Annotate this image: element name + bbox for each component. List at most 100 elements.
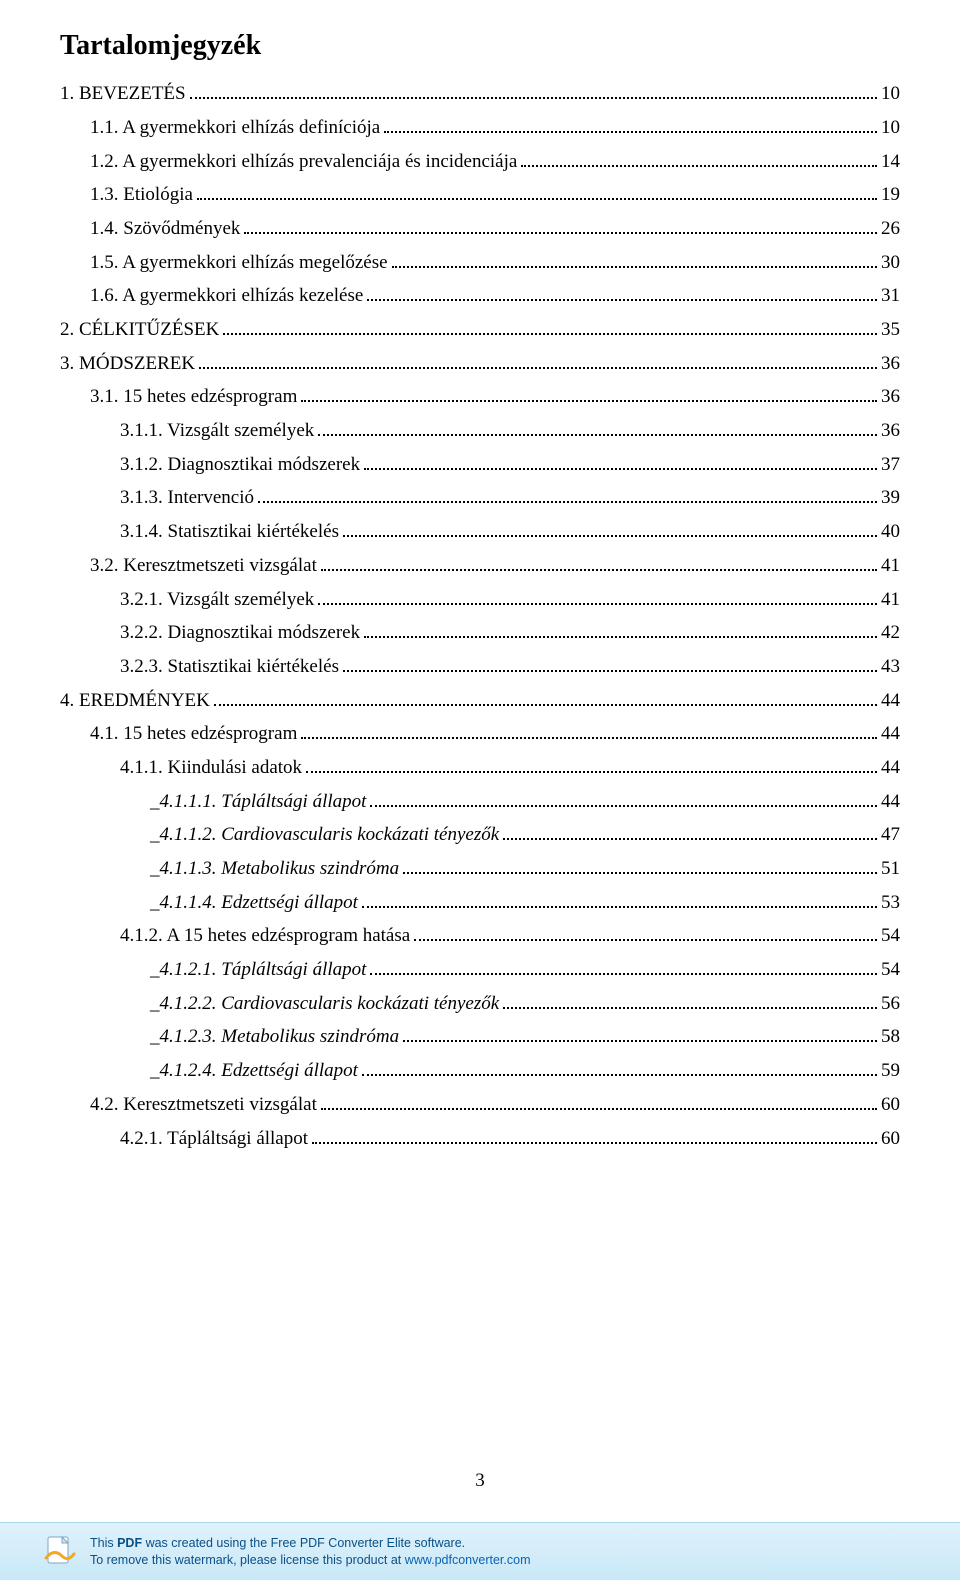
toc-entry: 3.2.1. Vizsgált személyek 41 [60, 589, 900, 608]
toc-entry-label[interactable]: _4.1.1.2. Cardiovascularis kockázati tén… [150, 825, 499, 844]
toc-entry-label[interactable]: _4.1.1.4. Edzettségi állapot [150, 893, 358, 912]
toc-entry-label[interactable]: 1.3. Etiológia [90, 185, 193, 204]
toc-entry: 1.2. A gyermekkori elhízás prevalenciája… [60, 151, 900, 170]
toc-entry-label[interactable]: 1.6. A gyermekkori elhízás kezelése [90, 286, 363, 305]
toc-entry-label[interactable]: 3.2.2. Diagnosztikai módszerek [120, 623, 360, 642]
toc-entry-page[interactable]: 44 [881, 724, 900, 743]
toc-entry-page[interactable]: 56 [881, 994, 900, 1013]
toc-entry-page[interactable]: 44 [881, 792, 900, 811]
toc-entry-label[interactable]: 3. MÓDSZEREK [60, 354, 195, 373]
toc-entry-label[interactable]: 4. EREDMÉNYEK [60, 691, 210, 710]
toc-entry: 3.2. Keresztmetszeti vizsgálat 41 [60, 556, 900, 575]
toc-entry-label[interactable]: 3.1. 15 hetes edzésprogram [90, 387, 297, 406]
toc-entry-page[interactable]: 10 [881, 118, 900, 137]
toc-entry-page[interactable]: 35 [881, 320, 900, 339]
toc-entry-text: 3.2.2. Diagnosztikai módszerek [120, 622, 360, 643]
toc-entry-label[interactable]: 1.5. A gyermekkori elhízás megelőzése [90, 253, 388, 272]
toc-entry-text: 4.1.1.1. Tápláltsági állapot [160, 791, 367, 812]
toc-entry-text: 3.2. Keresztmetszeti vizsgálat [90, 555, 317, 576]
wm-line1-c: was created using the Free PDF Converter… [142, 1536, 465, 1550]
toc-entry: 4.1.2. A 15 hetes edzésprogram hatása 54 [60, 926, 900, 945]
toc-leader-dots [321, 1095, 877, 1110]
toc-entry-page[interactable]: 30 [881, 253, 900, 272]
toc-entry-label[interactable]: 3.1.2. Diagnosztikai módszerek [120, 455, 360, 474]
toc-entry: 2. CÉLKITŰZÉSEK 35 [60, 320, 900, 339]
toc-entry-label[interactable]: 3.1.1. Vizsgált személyek [120, 421, 314, 440]
toc-entry-page[interactable]: 59 [881, 1061, 900, 1080]
toc-entry-page[interactable]: 36 [881, 354, 900, 373]
toc-entry-page[interactable]: 26 [881, 219, 900, 238]
toc-leader-dots [306, 758, 877, 773]
toc-entry-label[interactable]: _4.1.2.4. Edzettségi állapot [150, 1061, 358, 1080]
toc-entry-text: 4. EREDMÉNYEK [60, 690, 210, 711]
toc-entry-page[interactable]: 44 [881, 758, 900, 777]
toc-entry-page[interactable]: 53 [881, 893, 900, 912]
toc-entry-label[interactable]: 3.2. Keresztmetszeti vizsgálat [90, 556, 317, 575]
toc-entry-page[interactable]: 41 [881, 556, 900, 575]
toc-entry-page[interactable]: 44 [881, 691, 900, 710]
toc-entry-page[interactable]: 60 [881, 1129, 900, 1148]
toc-entry-page[interactable]: 40 [881, 522, 900, 541]
toc-entry-label[interactable]: 3.2.3. Statisztikai kiértékelés [120, 657, 339, 676]
toc-entry-text: 3.1.1. Vizsgált személyek [120, 420, 314, 441]
toc-entry-label[interactable]: _4.1.2.1. Tápláltsági állapot [150, 960, 366, 979]
toc-entry-page[interactable]: 43 [881, 657, 900, 676]
toc-entry-label[interactable]: 2. CÉLKITŰZÉSEK [60, 320, 219, 339]
toc-entry-label[interactable]: 4.2. Keresztmetszeti vizsgálat [90, 1095, 317, 1114]
toc-entry-page[interactable]: 10 [881, 84, 900, 103]
toc-entry: 3.1.1. Vizsgált személyek 36 [60, 421, 900, 440]
toc-entry: 3.2.2. Diagnosztikai módszerek 42 [60, 623, 900, 642]
toc-entry-label[interactable]: 1. BEVEZETÉS [60, 84, 186, 103]
toc-entry-text: 4.2. Keresztmetszeti vizsgálat [90, 1094, 317, 1115]
toc-entry-page[interactable]: 58 [881, 1027, 900, 1046]
pdf-watermark-banner: This PDF was created using the Free PDF … [0, 1522, 960, 1580]
toc-entry-page[interactable]: 31 [881, 286, 900, 305]
toc-entry-text: 1.3. Etiológia [90, 184, 193, 205]
toc-entry-page[interactable]: 54 [881, 960, 900, 979]
wm-link[interactable]: www.pdfconverter.com [405, 1553, 531, 1567]
toc-entry-label[interactable]: 4.1.1. Kiindulási adatok [120, 758, 302, 777]
toc-entry-text: 3.1.3. Intervenció [120, 487, 254, 508]
toc-entry-label[interactable]: _4.1.2.3. Metabolikus szindróma [150, 1027, 399, 1046]
toc-entry-page[interactable]: 54 [881, 926, 900, 945]
toc-entry-text: 4.1.1. Kiindulási adatok [120, 757, 302, 778]
toc-entry-label[interactable]: 1.2. A gyermekkori elhízás prevalenciája… [90, 152, 517, 171]
toc-entry-label[interactable]: 3.2.1. Vizsgált személyek [120, 590, 314, 609]
toc-entry-page[interactable]: 60 [881, 1095, 900, 1114]
toc-entry-page[interactable]: 14 [881, 152, 900, 171]
toc-entry-page[interactable]: 39 [881, 488, 900, 507]
toc-entry-label[interactable]: 4.1. 15 hetes edzésprogram [90, 724, 297, 743]
toc-entry-label[interactable]: 4.2.1. Tápláltsági állapot [120, 1129, 308, 1148]
toc-leader-dots [367, 286, 877, 301]
toc-entry: _4.1.1.1. Tápláltsági állapot 44 [60, 791, 900, 810]
toc-entry-page[interactable]: 37 [881, 455, 900, 474]
toc-leader-dots [384, 118, 877, 133]
toc-entry-label[interactable]: _4.1.2.2. Cardiovascularis kockázati tén… [150, 994, 499, 1013]
toc-leader-dots [223, 320, 877, 335]
toc-leader-dots [370, 960, 877, 975]
toc-entry-label[interactable]: 3.1.3. Intervenció [120, 488, 254, 507]
toc-entry-page[interactable]: 42 [881, 623, 900, 642]
toc-entry-label[interactable]: _4.1.1.3. Metabolikus szindróma [150, 859, 399, 878]
toc-entry: 1.3. Etiológia 19 [60, 185, 900, 204]
toc-entry-prefix: _ [150, 1026, 160, 1047]
toc-entry-text: 1. BEVEZETÉS [60, 83, 186, 104]
toc-entry-text: 3. MÓDSZEREK [60, 353, 195, 374]
toc-entry-page[interactable]: 36 [881, 421, 900, 440]
toc-entry-label[interactable]: 4.1.2. A 15 hetes edzésprogram hatása [120, 926, 410, 945]
toc-entry-page[interactable]: 47 [881, 825, 900, 844]
toc-entry: _4.1.1.2. Cardiovascularis kockázati tén… [60, 825, 900, 844]
toc-leader-dots [190, 84, 877, 99]
toc-entry: _4.1.2.1. Tápláltsági állapot 54 [60, 960, 900, 979]
toc-entry-page[interactable]: 19 [881, 185, 900, 204]
toc-entry-page[interactable]: 36 [881, 387, 900, 406]
toc-entry-label[interactable]: _4.1.1.1. Tápláltsági állapot [150, 792, 366, 811]
toc-entry-label[interactable]: 1.1. A gyermekkori elhízás definíciója [90, 118, 380, 137]
toc-leader-dots [244, 219, 877, 234]
toc-entry: _4.1.2.2. Cardiovascularis kockázati tén… [60, 994, 900, 1013]
toc-entry-page[interactable]: 51 [881, 859, 900, 878]
wm-line1-a: This [90, 1536, 117, 1550]
toc-entry-label[interactable]: 1.4. Szövődmények [90, 219, 240, 238]
toc-entry-label[interactable]: 3.1.4. Statisztikai kiértékelés [120, 522, 339, 541]
toc-entry-page[interactable]: 41 [881, 590, 900, 609]
